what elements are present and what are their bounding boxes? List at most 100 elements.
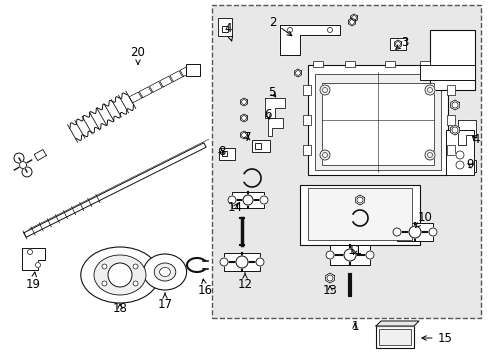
Circle shape [14, 153, 24, 163]
Polygon shape [294, 69, 301, 77]
Polygon shape [348, 18, 355, 26]
Bar [212, 5, 480, 318]
Polygon shape [240, 98, 247, 106]
Polygon shape [149, 81, 162, 92]
Text: 17: 17 [157, 293, 172, 311]
Bar [222, 26, 227, 32]
Text: 11: 11 [347, 243, 362, 256]
Circle shape [241, 116, 246, 120]
Text: 4: 4 [471, 134, 479, 147]
Bar [446, 115, 454, 125]
Text: 7: 7 [244, 131, 251, 144]
Circle shape [343, 249, 355, 261]
Circle shape [424, 85, 434, 95]
Text: 14: 14 [227, 202, 242, 215]
Circle shape [424, 150, 434, 160]
Polygon shape [22, 248, 45, 270]
Bar [378, 329, 410, 345]
Bar [303, 115, 310, 125]
Circle shape [256, 258, 264, 266]
Polygon shape [264, 98, 285, 118]
Circle shape [351, 15, 356, 21]
Bar [329, 245, 369, 265]
Text: 20: 20 [130, 45, 145, 64]
Ellipse shape [94, 255, 146, 295]
Circle shape [451, 102, 457, 108]
Polygon shape [160, 76, 172, 87]
Circle shape [36, 262, 41, 267]
Circle shape [295, 71, 300, 75]
Circle shape [455, 161, 463, 169]
Text: 10: 10 [415, 211, 431, 228]
Text: 16: 16 [197, 279, 212, 297]
Circle shape [395, 42, 400, 46]
Circle shape [241, 132, 246, 138]
Polygon shape [169, 71, 182, 82]
Text: 12: 12 [237, 273, 252, 292]
Circle shape [365, 251, 373, 259]
Bar [345, 61, 354, 67]
Bar [251, 140, 269, 152]
Circle shape [392, 228, 400, 236]
Bar [307, 65, 447, 175]
Bar [446, 85, 454, 95]
Polygon shape [69, 93, 134, 140]
Text: 18: 18 [112, 301, 127, 315]
Polygon shape [450, 100, 458, 110]
Bar [303, 85, 310, 95]
Circle shape [102, 281, 107, 286]
Circle shape [451, 127, 457, 133]
Bar [222, 151, 226, 156]
Polygon shape [129, 92, 142, 103]
Circle shape [349, 19, 354, 24]
Bar [419, 61, 429, 67]
Text: 9: 9 [465, 158, 473, 171]
Polygon shape [280, 25, 339, 55]
Bar [321, 83, 433, 165]
Circle shape [319, 85, 329, 95]
Polygon shape [267, 118, 283, 136]
Polygon shape [394, 40, 401, 48]
Polygon shape [24, 143, 206, 237]
Circle shape [326, 275, 332, 281]
Text: 4: 4 [224, 22, 232, 41]
Polygon shape [375, 321, 418, 326]
Ellipse shape [143, 254, 186, 290]
Bar [218, 18, 231, 36]
Circle shape [243, 195, 252, 205]
Bar [446, 145, 454, 155]
Circle shape [20, 162, 26, 168]
Circle shape [408, 226, 420, 238]
Text: 6: 6 [264, 108, 271, 121]
Bar [231, 192, 264, 208]
Ellipse shape [81, 247, 159, 303]
Polygon shape [457, 120, 475, 145]
Ellipse shape [159, 267, 170, 276]
Text: 15: 15 [421, 332, 451, 345]
Text: 3: 3 [395, 36, 408, 49]
Bar [312, 61, 323, 67]
Bar [185, 64, 200, 76]
Bar [384, 61, 394, 67]
Circle shape [27, 249, 32, 255]
Bar [314, 74, 440, 170]
Circle shape [220, 258, 227, 266]
Text: 5: 5 [268, 85, 275, 99]
Circle shape [356, 197, 362, 203]
Polygon shape [240, 131, 247, 139]
Bar [254, 143, 261, 149]
Circle shape [236, 256, 247, 268]
Circle shape [133, 281, 138, 286]
Circle shape [325, 251, 333, 259]
Ellipse shape [154, 263, 176, 281]
Circle shape [241, 100, 246, 104]
Circle shape [327, 27, 332, 32]
Bar [429, 30, 474, 90]
Bar [299, 185, 419, 245]
Circle shape [22, 167, 32, 177]
Polygon shape [180, 66, 192, 76]
Bar [462, 163, 467, 168]
Circle shape [455, 151, 463, 159]
Bar [445, 130, 473, 175]
Ellipse shape [108, 263, 132, 287]
